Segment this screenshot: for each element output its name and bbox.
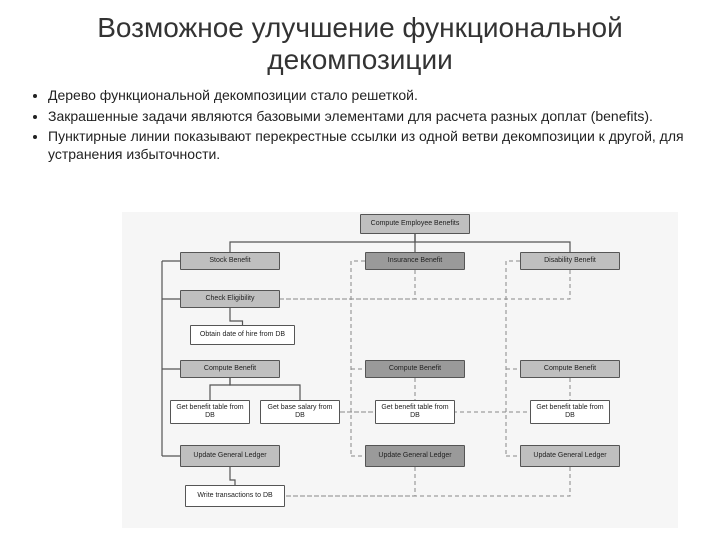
diagram-node: Get benefit table from DB	[170, 400, 250, 424]
bullet-item: Пунктирные линии показывают перекрестные…	[48, 127, 692, 163]
diagram-node: Check Eligibility	[180, 290, 280, 308]
diagram-node: Insurance Benefit	[365, 252, 465, 270]
diagram-node: Stock Benefit	[180, 252, 280, 270]
bullet-list: Дерево функциональной декомпозиции стало…	[28, 86, 692, 163]
bullet-item: Закрашенные задачи являются базовыми эле…	[48, 107, 692, 125]
diagram-node: Compute Benefit	[365, 360, 465, 378]
diagram-node: Disability Benefit	[520, 252, 620, 270]
slide: Возможное улучшение функциональной деком…	[0, 0, 720, 540]
diagram-node: Update General Ledger	[520, 445, 620, 467]
diagram-node: Write transactions to DB	[185, 485, 285, 507]
decomposition-diagram: Compute Employee Benefits Stock Benefit In…	[120, 210, 680, 530]
bullet-item: Дерево функциональной декомпозиции стало…	[48, 86, 692, 104]
diagram-node: Compute Employee Benefits	[360, 214, 470, 234]
diagram-node: Get benefit table from DB	[375, 400, 455, 424]
diagram-node: Compute Benefit	[520, 360, 620, 378]
diagram-node: Obtain date of hire from DB	[190, 325, 295, 345]
diagram-node: Compute Benefit	[180, 360, 280, 378]
diagram-node: Get base salary from DB	[260, 400, 340, 424]
diagram-node: Get benefit table from DB	[530, 400, 610, 424]
slide-title: Возможное улучшение функциональной деком…	[28, 12, 692, 76]
diagram-node: Update General Ledger	[180, 445, 280, 467]
diagram-node: Update General Ledger	[365, 445, 465, 467]
